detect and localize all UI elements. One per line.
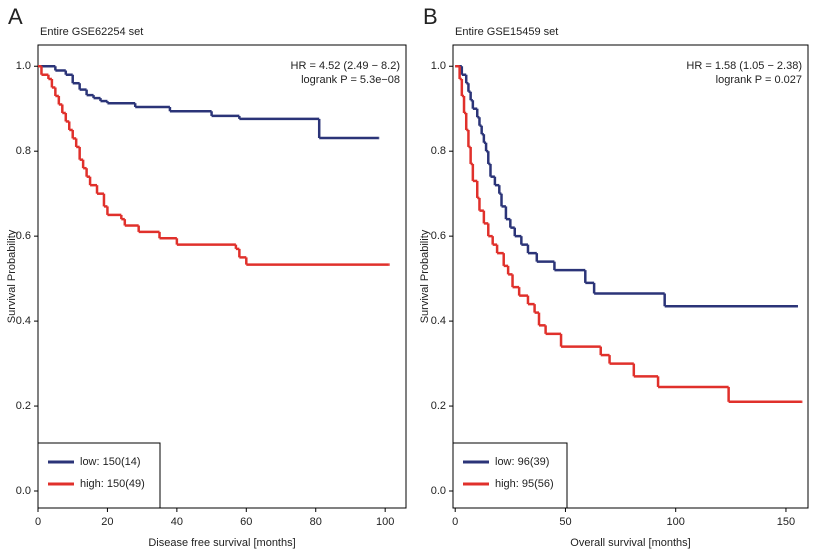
x-tick-label: 80	[310, 516, 322, 528]
x-tick-label: 20	[101, 516, 113, 528]
x-axis-label: Overall survival [months]	[570, 537, 690, 549]
panel-letter: A	[8, 4, 23, 29]
legend-label: low: 150(14)	[80, 456, 141, 468]
y-tick-label: 1.0	[16, 60, 31, 72]
chart-title: Entire GSE62254 set	[40, 26, 143, 38]
annotation: logrank P = 0.027	[716, 74, 802, 86]
x-tick-label: 100	[376, 516, 394, 528]
legend-label: low: 96(39)	[495, 456, 549, 468]
y-tick-label: 0.4	[16, 315, 31, 327]
annotation: HR = 1.58 (1.05 − 2.38)	[686, 60, 802, 72]
x-tick-label: 0	[452, 516, 458, 528]
panel-letter: B	[423, 4, 438, 29]
y-tick-label: 0.8	[431, 145, 446, 157]
y-axis-label: Survival Probability	[6, 229, 18, 323]
y-tick-label: 1.0	[431, 60, 446, 72]
y-tick-label: 0.8	[16, 145, 31, 157]
x-tick-label: 60	[240, 516, 252, 528]
x-tick-label: 100	[667, 516, 685, 528]
plot-frame	[452, 44, 809, 509]
y-tick-label: 0.4	[431, 315, 446, 327]
y-tick-label: 0.0	[431, 485, 446, 497]
y-tick-label: 0.6	[431, 230, 446, 242]
annotation: HR = 4.52 (2.49 − 8.2)	[291, 60, 400, 72]
y-axis-label: Survival Probability	[419, 229, 431, 323]
y-tick-label: 0.0	[16, 485, 31, 497]
x-tick-label: 40	[171, 516, 183, 528]
x-axis-label: Disease free survival [months]	[148, 537, 295, 549]
y-tick-label: 0.6	[16, 230, 31, 242]
x-tick-label: 0	[35, 516, 41, 528]
x-tick-label: 150	[777, 516, 795, 528]
y-tick-label: 0.2	[431, 400, 446, 412]
chart-title: Entire GSE15459 set	[455, 26, 558, 38]
plot-frame	[37, 44, 407, 509]
annotation: logrank P = 5.3e−08	[301, 74, 400, 86]
legend-box	[37, 442, 161, 509]
x-tick-label: 50	[559, 516, 571, 528]
y-tick-label: 0.2	[16, 400, 31, 412]
legend-label: high: 150(49)	[80, 478, 145, 490]
legend-box	[452, 442, 568, 509]
legend-label: high: 95(56)	[495, 478, 554, 490]
